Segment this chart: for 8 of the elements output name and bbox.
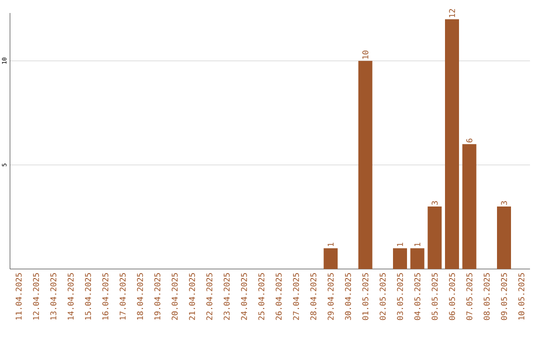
bar <box>324 248 338 269</box>
bar <box>445 19 460 269</box>
bar <box>497 206 512 269</box>
bar <box>358 60 372 269</box>
bar <box>462 144 476 269</box>
bar <box>428 206 442 269</box>
bar <box>410 248 424 269</box>
bar <box>393 248 408 269</box>
